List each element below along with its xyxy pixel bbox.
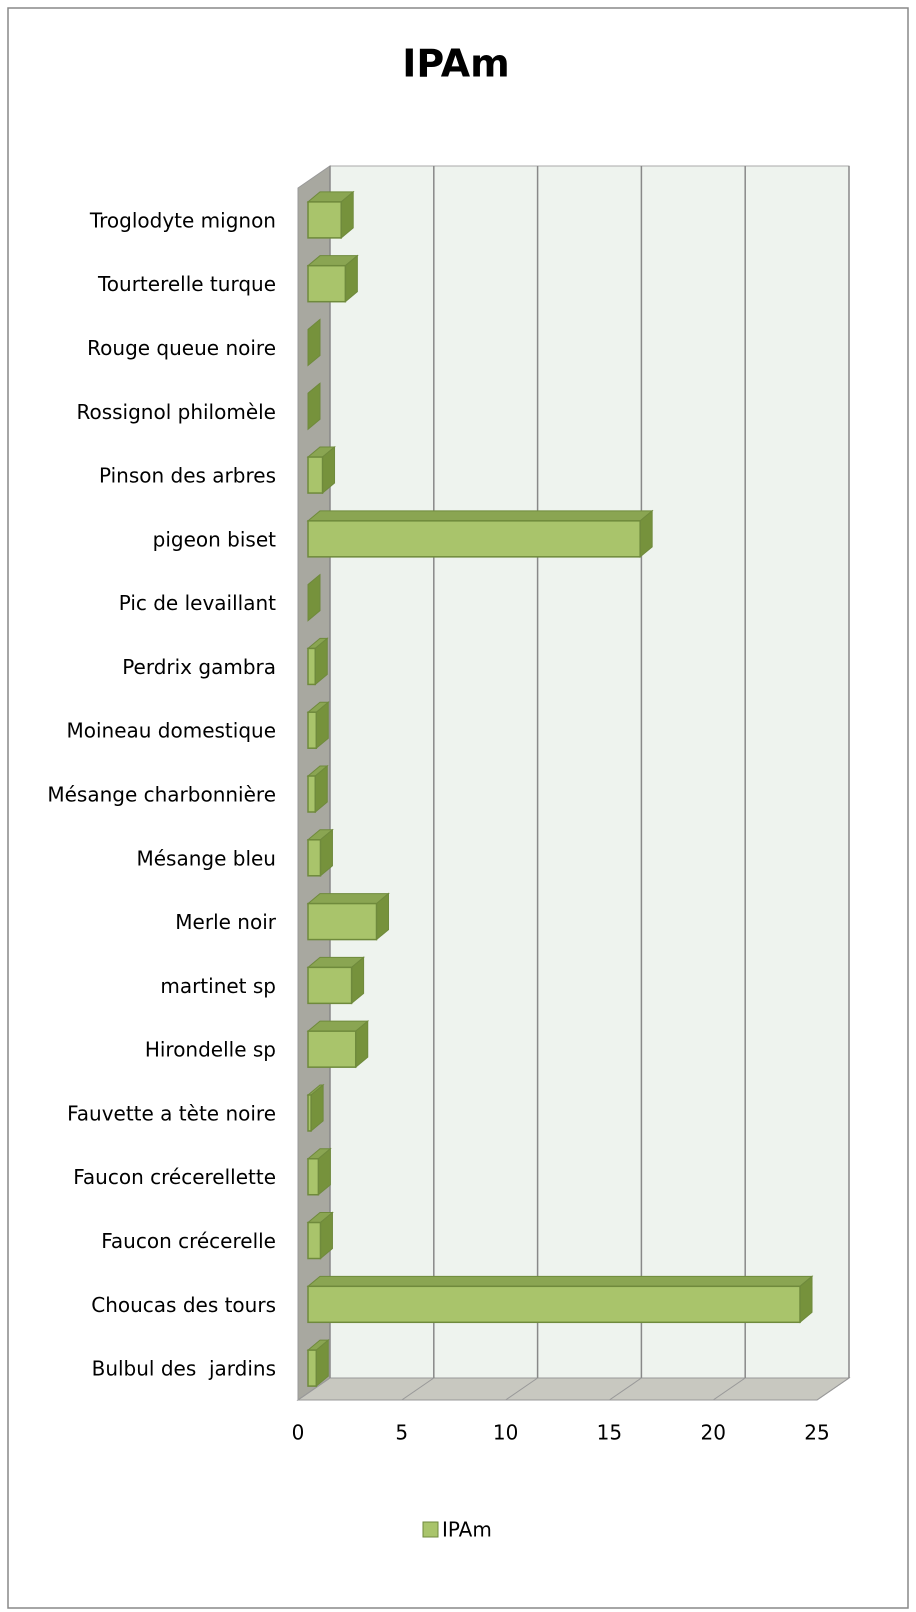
bar bbox=[307, 1349, 318, 1387]
bar-side bbox=[307, 318, 321, 367]
y-tick-label: Fauvette a tète noire bbox=[67, 1101, 276, 1125]
legend-swatch bbox=[422, 1521, 439, 1538]
bar bbox=[307, 1157, 320, 1196]
x-tick-label: 5 bbox=[395, 1421, 408, 1445]
chart-title: IPAm bbox=[402, 42, 510, 86]
bar-side bbox=[307, 573, 321, 622]
bar bbox=[307, 264, 347, 303]
y-tick-label: Choucas des tours bbox=[91, 1293, 276, 1317]
floor-line bbox=[297, 1377, 331, 1401]
bar bbox=[307, 839, 322, 877]
floor-line bbox=[609, 1377, 642, 1401]
floor-line bbox=[505, 1377, 538, 1401]
floor-line bbox=[816, 1377, 850, 1401]
legend-label: IPAm bbox=[442, 1518, 492, 1542]
x-tick-label: 20 bbox=[700, 1421, 725, 1445]
bar bbox=[307, 902, 378, 941]
bar-side bbox=[307, 382, 321, 431]
y-tick-label: Pic de levaillant bbox=[119, 591, 276, 615]
x-tick-label: 10 bbox=[493, 1421, 518, 1445]
bar bbox=[307, 647, 317, 686]
y-tick-label: Merle noir bbox=[175, 910, 276, 934]
y-tick-label: Rouge queue noire bbox=[87, 336, 276, 360]
y-tick-label: Moineau domestique bbox=[66, 719, 276, 743]
floor-line bbox=[712, 1377, 746, 1401]
x-tick-label: 15 bbox=[597, 1421, 622, 1445]
y-tick-label: martinet sp bbox=[160, 974, 276, 998]
bar-top bbox=[306, 510, 654, 522]
bar bbox=[307, 1221, 322, 1260]
y-tick-label: Hirondelle sp bbox=[145, 1038, 276, 1062]
bar bbox=[307, 1094, 312, 1132]
bar-top bbox=[306, 1275, 814, 1287]
y-tick-label: Troglodyte mignon bbox=[89, 208, 276, 232]
bar bbox=[307, 1030, 357, 1068]
floor-line bbox=[401, 1377, 435, 1401]
y-tick-label: Bulbul des jardins bbox=[92, 1357, 276, 1381]
x-tick-label: 25 bbox=[804, 1421, 829, 1445]
y-tick-label: Mésange bleu bbox=[136, 846, 276, 870]
y-tick-label: Pinson des arbres bbox=[99, 464, 276, 488]
y-tick-label: Perdrix gambra bbox=[122, 655, 276, 679]
y-tick-label: Mésange charbonnière bbox=[47, 783, 276, 807]
bar bbox=[307, 966, 353, 1005]
back-wall bbox=[329, 165, 850, 1379]
bar bbox=[307, 711, 318, 749]
bar bbox=[307, 775, 317, 813]
bar bbox=[307, 201, 342, 239]
bar-top bbox=[306, 893, 390, 905]
bar bbox=[307, 520, 641, 558]
y-tick-label: Faucon crécerellette bbox=[73, 1165, 276, 1189]
bar bbox=[307, 456, 324, 494]
bar bbox=[307, 1285, 801, 1324]
y-tick-label: Faucon crécerelle bbox=[101, 1229, 276, 1253]
y-tick-label: Rossignol philomèle bbox=[76, 400, 276, 424]
y-tick-label: Tourterelle turque bbox=[97, 272, 276, 296]
floor bbox=[296, 1377, 851, 1401]
x-tick-label: 0 bbox=[292, 1421, 305, 1445]
y-tick-label: pigeon biset bbox=[153, 527, 276, 551]
